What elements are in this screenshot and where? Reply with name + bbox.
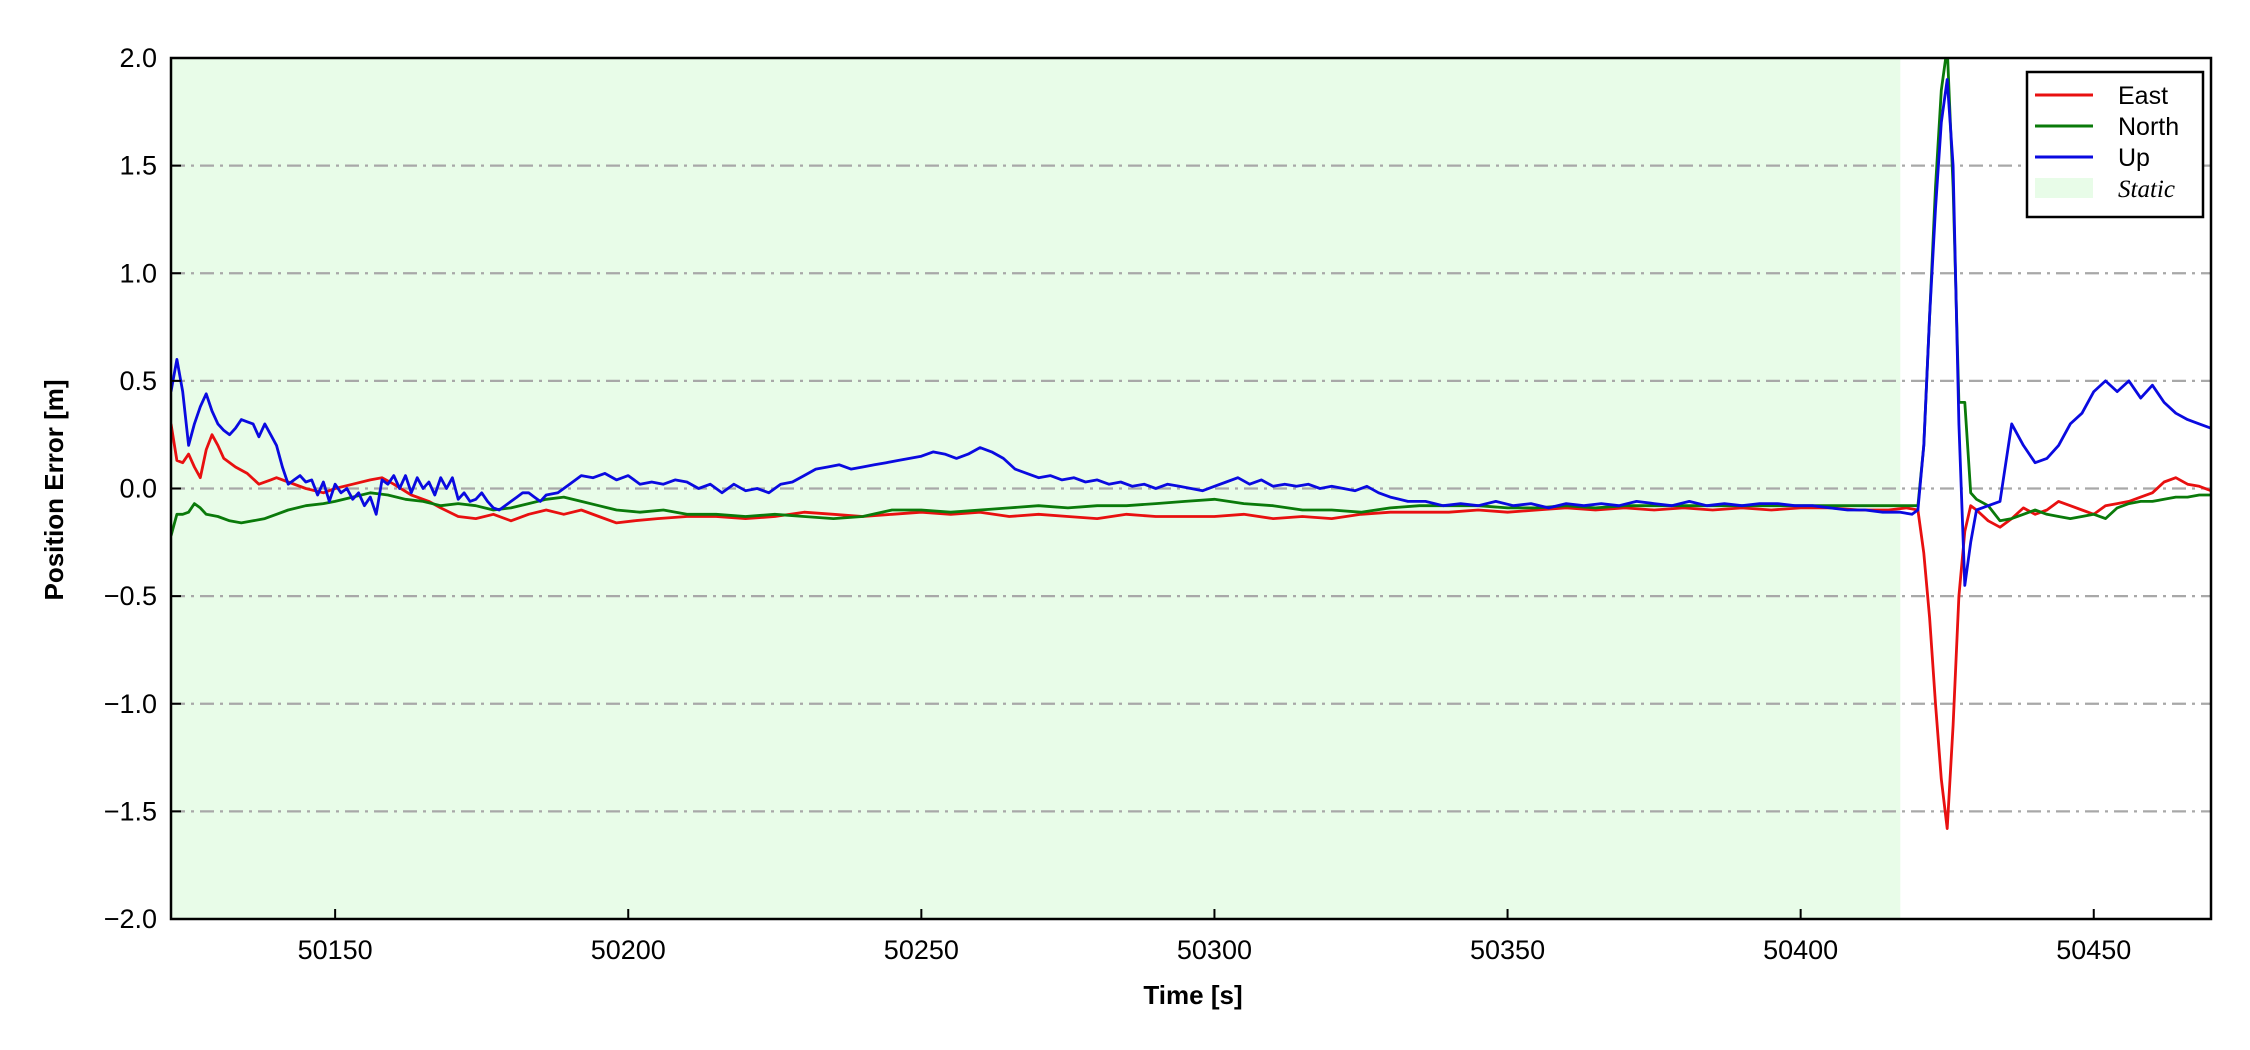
x-tick-label-3: 50300: [1177, 935, 1252, 965]
x-tick-label-0: 50150: [298, 935, 373, 965]
y-axis-label: Position Error [m]: [39, 379, 69, 600]
x-tick-label-2: 50250: [884, 935, 959, 965]
legend-swatch-static: [2035, 178, 2093, 198]
x-tick-label-1: 50200: [591, 935, 666, 965]
y-tick-label-1: −1.5: [104, 796, 157, 826]
y-tick-label-6: 1.0: [119, 258, 157, 288]
series-line-north: [171, 58, 2211, 537]
y-tick-label-0: −2.0: [104, 904, 157, 934]
y-tick-label-3: −0.5: [104, 581, 157, 611]
x-tick-label-6: 50450: [2056, 935, 2131, 965]
series-line-east: [171, 423, 2211, 830]
x-axis-ticks: 50150 50200 50250 50300 50350 50400 50450: [298, 909, 2131, 965]
series-line-up: [171, 78, 2211, 587]
x-tick-label-5: 50400: [1763, 935, 1838, 965]
legend: East North Up Static: [2025, 70, 2205, 219]
x-tick-label-4: 50350: [1470, 935, 1545, 965]
y-tick-label-2: −1.0: [104, 689, 157, 719]
legend-label-east: East: [2118, 82, 2168, 110]
y-tick-label-8: 2.0: [119, 43, 157, 73]
y-tick-label-5: 0.5: [119, 366, 157, 396]
y-tick-label-4: 0.0: [119, 474, 157, 504]
legend-label-up: Up: [2118, 144, 2150, 172]
y-tick-label-7: 1.5: [119, 151, 157, 181]
x-axis-label: Time [s]: [1143, 980, 1242, 1010]
y-axis-ticks: −2.0 −1.5 −1.0 −0.5 0.0 0.5 1.0 1.5 2.0: [104, 43, 181, 934]
series-layer: [171, 58, 2211, 830]
legend-label-north: North: [2118, 113, 2179, 141]
legend-label-static: Static: [2118, 176, 2175, 203]
